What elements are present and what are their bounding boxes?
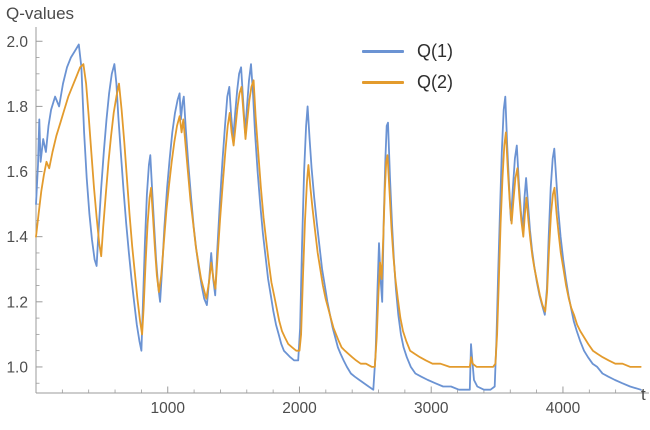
legend-item-q2: Q(2)	[362, 73, 453, 91]
q2-line-swatch	[362, 80, 404, 84]
x-tick-label: 2000	[282, 400, 317, 417]
x-axis-title: t	[641, 385, 646, 404]
legend: Q(1) Q(2)	[362, 42, 453, 91]
y-tick-label: 1.6	[6, 164, 28, 181]
q1-line-swatch	[362, 49, 404, 53]
y-tick-label: 1.0	[6, 359, 28, 376]
x-tick-label: 1000	[150, 400, 185, 417]
y-tick-label: 2.0	[6, 34, 28, 51]
y-tick-label: 1.2	[6, 294, 28, 311]
legend-label-q1: Q(1)	[417, 41, 453, 61]
y-tick-label: 1.4	[6, 229, 28, 246]
x-tick-label: 3000	[414, 400, 449, 417]
series-line-q2	[35, 63, 642, 368]
y-tick-label: 1.8	[6, 99, 28, 116]
y-axis-title: Q-values	[6, 4, 75, 23]
legend-item-q1: Q(1)	[362, 42, 453, 60]
legend-label-q2: Q(2)	[417, 72, 453, 92]
x-tick-label: 4000	[546, 400, 581, 417]
